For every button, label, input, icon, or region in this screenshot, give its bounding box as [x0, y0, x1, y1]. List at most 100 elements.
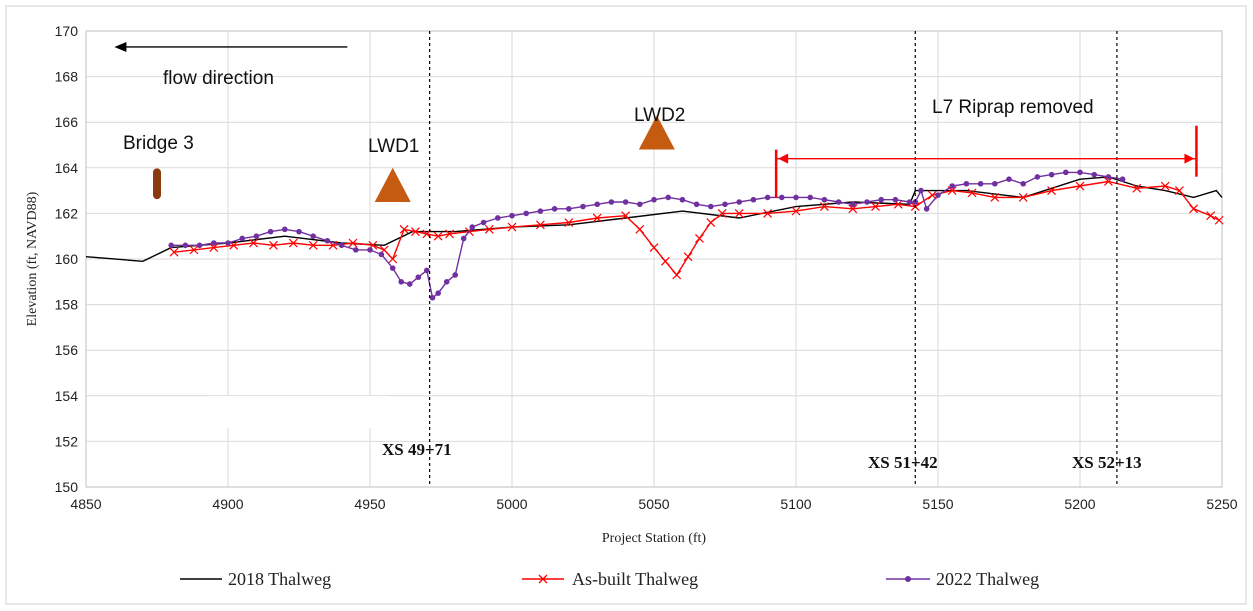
thalweg-2022-point — [168, 242, 174, 249]
thalweg-2022-point — [398, 279, 405, 285]
as-built-point — [717, 208, 727, 218]
as-built-point — [269, 240, 278, 250]
thalweg-2022-point — [523, 210, 529, 217]
thalweg-2022-point — [850, 201, 856, 208]
thalweg-2022-point — [1105, 174, 1112, 180]
axis-ticks: 150 152 154 156 158 160 162 164 166 168 170 4850 490… — [55, 23, 1238, 512]
xs-51-42-label: XS 51+42 — [868, 453, 938, 472]
as-built-point — [1018, 193, 1028, 202]
thalweg-2022-point — [452, 272, 459, 278]
as-built-point — [683, 252, 693, 262]
thalweg-2022-point — [750, 196, 757, 203]
as-built-point — [433, 231, 443, 241]
as-built-point — [871, 202, 880, 211]
as-built-point — [445, 229, 454, 239]
as-built-point — [635, 224, 645, 234]
thalweg-2022-point — [708, 203, 714, 210]
thalweg-2022-point — [821, 196, 828, 203]
as-built-point — [328, 240, 338, 250]
thalweg-2022-point — [793, 194, 799, 201]
thalweg-2022-point — [1119, 176, 1126, 182]
series-layer — [85, 169, 1224, 301]
x-tick-label: 5100 — [780, 496, 811, 512]
as-built-point — [660, 256, 670, 266]
as-built-point — [348, 238, 358, 248]
thalweg-2022-point — [566, 206, 572, 212]
lwd1-label: LWD1 — [368, 136, 419, 157]
as-built-point — [1103, 177, 1113, 186]
as-built-point — [209, 243, 219, 253]
thalweg-2022-point — [406, 281, 413, 287]
thalweg-2022-point — [182, 242, 189, 249]
thalweg-2022-point — [551, 206, 558, 212]
as-built-point — [1160, 181, 1170, 191]
xs-label-bg — [208, 396, 389, 429]
plot-area-frame — [85, 30, 1223, 488]
thalweg-2022-point — [1091, 171, 1097, 178]
x-tick-label: 4900 — [212, 496, 243, 512]
y-tick-label: 152 — [55, 433, 79, 449]
thalweg-2022-point — [338, 242, 345, 249]
thalweg-2022-point — [665, 194, 671, 201]
thalweg-2022-point — [807, 194, 813, 201]
thalweg-2022-point — [310, 233, 317, 239]
as-built-point — [288, 238, 298, 248]
x-axis-title: Project Station (ft) — [602, 531, 707, 546]
thalweg-2022-point — [1048, 171, 1055, 178]
lwd1-triangle — [374, 167, 411, 202]
as-built-point — [535, 220, 545, 230]
as-built-point — [189, 245, 199, 255]
as-built-point — [695, 234, 704, 243]
thalweg-2022-point — [429, 294, 436, 301]
x-tick-label: 5150 — [922, 496, 953, 512]
xs-52-13-label: XS 52+13 — [1072, 453, 1142, 472]
thalweg-2022-point — [580, 203, 586, 210]
as-built-point — [649, 243, 659, 253]
thalweg-2022-point — [977, 180, 984, 187]
as-built-point — [967, 188, 977, 198]
thalweg-2022-point — [296, 228, 302, 235]
x-tick-label: 5000 — [496, 496, 527, 512]
as-built-point — [791, 206, 801, 216]
thalweg-2022-point — [239, 235, 245, 242]
as-built-point — [848, 204, 858, 214]
thalweg-2022-point — [282, 226, 288, 233]
thalweg-2022-point — [1034, 174, 1041, 180]
thalweg-2022-point — [353, 247, 359, 253]
thalweg-2022-point — [608, 199, 615, 205]
thalweg-2022-point — [443, 279, 450, 285]
thalweg-2022-point — [594, 201, 600, 208]
x-tick-label: 4950 — [354, 496, 385, 512]
legend-label-2022: 2022 Thalweg — [936, 569, 1039, 589]
thalweg-2022-point — [460, 235, 467, 242]
legend-marker-2022 — [905, 576, 911, 582]
as-built-point — [1132, 183, 1142, 193]
thalweg-2022-point — [324, 237, 331, 244]
as-built-point — [1174, 186, 1184, 196]
legend-label-asbuilt: As-built Thalweg — [572, 569, 698, 589]
thalweg-2022-point — [918, 187, 924, 194]
thalweg-2022-point — [495, 215, 501, 221]
thalweg-2022-point — [367, 247, 373, 253]
xs-49-71-label: XS 49+71 — [382, 440, 452, 459]
as-built-point — [399, 224, 409, 234]
lwd2-triangle — [638, 115, 675, 150]
thalweg-2022-point — [878, 196, 884, 203]
thalweg-2022-point — [906, 199, 913, 205]
thalweg-2022-point — [779, 194, 785, 201]
thalweg-2022-point — [992, 180, 998, 187]
thalweg-2022-point — [693, 201, 700, 208]
thalweg-2022-point — [469, 224, 476, 230]
legend-marker-asbuilt — [538, 574, 548, 584]
thalweg-2022-point — [1063, 169, 1069, 176]
thalweg-2022-point — [935, 192, 941, 198]
y-tick-label: 164 — [55, 160, 79, 176]
x-tick-label: 5200 — [1064, 496, 1095, 512]
thalweg-2022-point — [267, 228, 274, 235]
series-line-0 — [85, 176, 1223, 263]
thalweg-2022-point — [651, 196, 657, 203]
as-built-point — [734, 208, 744, 218]
thalweg-2022-point — [435, 290, 441, 297]
thalweg-2022-point — [211, 240, 217, 246]
